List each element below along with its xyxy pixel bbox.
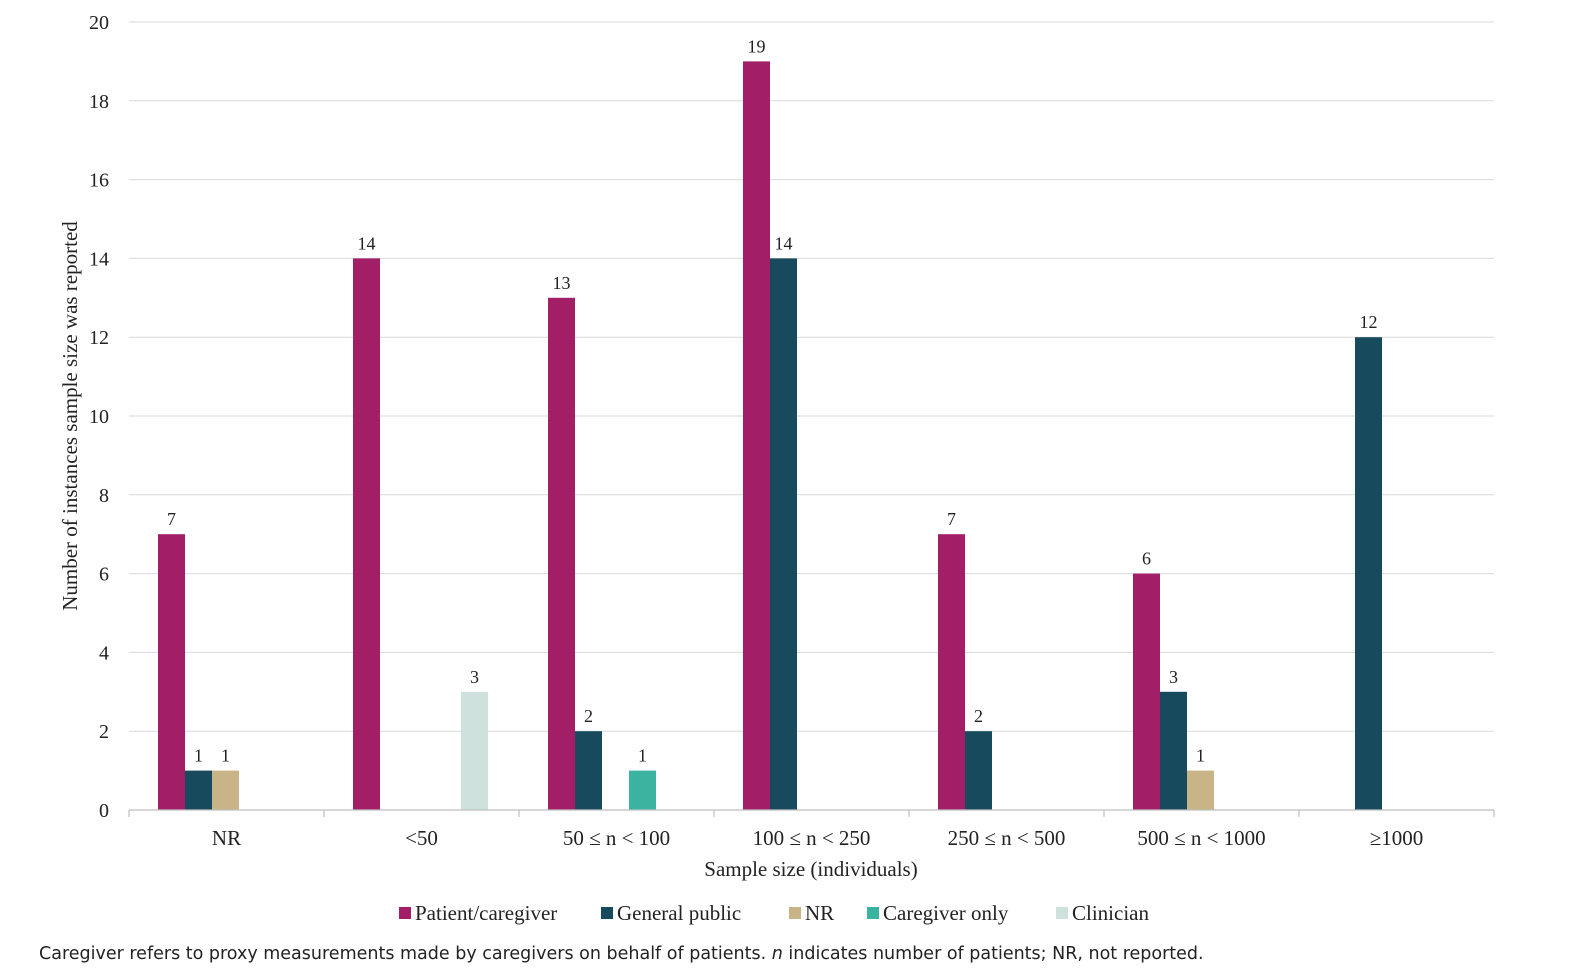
data-label: 3 xyxy=(1169,667,1178,687)
data-label: 13 xyxy=(553,273,571,293)
legend-swatch xyxy=(1056,907,1068,919)
y-tick-label: 18 xyxy=(89,91,109,113)
grid-lines xyxy=(129,21,1494,732)
y-axis-title: Number of instances sample size was repo… xyxy=(58,221,82,611)
x-tick-label: 100 ≤ n < 250 xyxy=(753,826,871,850)
legend-label: NR xyxy=(805,901,834,925)
y-tick-label: 14 xyxy=(89,248,109,270)
data-label: 1 xyxy=(194,746,203,766)
data-label: 12 xyxy=(1360,312,1378,332)
legend-label: Clinician xyxy=(1072,901,1149,925)
data-label: 1 xyxy=(638,746,647,766)
data-label: 14 xyxy=(775,233,793,253)
bar xyxy=(1160,691,1187,810)
bar xyxy=(1355,337,1382,810)
x-tick-label: ≥1000 xyxy=(1370,826,1424,850)
y-tick-label: 6 xyxy=(99,564,109,586)
legend-swatch xyxy=(867,907,879,919)
x-tick-label: 50 ≤ n < 100 xyxy=(563,826,670,850)
data-label: 19 xyxy=(748,36,766,56)
data-label: 6 xyxy=(1142,549,1151,569)
legend: Patient/caregiver General public NR Caregiv… xyxy=(399,901,1149,925)
data-label: 7 xyxy=(947,509,956,529)
x-axis-title: Sample size (individuals) xyxy=(704,857,917,881)
legend-label: Patient/caregiver xyxy=(415,901,557,925)
bar xyxy=(965,731,992,810)
y-tick-label: 16 xyxy=(89,170,109,192)
legend-swatch xyxy=(601,907,613,919)
legend-label: General public xyxy=(617,901,741,925)
y-tick-label: 2 xyxy=(99,721,109,743)
bar xyxy=(938,534,965,810)
y-tick-label: 12 xyxy=(89,327,109,349)
bar xyxy=(185,770,212,810)
bar xyxy=(629,770,656,810)
figure-caption: Caregiver refers to proxy measurements m… xyxy=(39,944,1204,964)
bar xyxy=(158,534,185,810)
bar xyxy=(548,297,575,810)
caption-italic-n: n xyxy=(771,944,783,964)
data-label: 1 xyxy=(221,746,230,766)
x-tick-label: 250 ≤ n < 500 xyxy=(948,826,1066,850)
y-tick-label: 4 xyxy=(99,642,109,664)
x-axis: NR <50 50 ≤ n < 100 100 ≤ n < 250 250 ≤ n < … xyxy=(128,809,1495,850)
data-label: 14 xyxy=(358,233,376,253)
bar xyxy=(770,258,797,810)
bar xyxy=(212,770,239,810)
data-label: 3 xyxy=(470,667,479,687)
y-tick-label: 0 xyxy=(99,800,109,822)
data-label: 2 xyxy=(974,706,983,726)
x-tick-label: NR xyxy=(212,826,241,850)
bars xyxy=(158,61,1382,810)
y-axis-ticks: 0 2 4 6 8 10 12 14 16 18 20 xyxy=(89,12,109,822)
bar xyxy=(743,61,770,810)
data-label: 2 xyxy=(584,706,593,726)
x-tick-label: 500 ≤ n < 1000 xyxy=(1137,826,1265,850)
legend-swatch xyxy=(399,907,411,919)
caption-text-1: Caregiver refers to proxy measurements m… xyxy=(39,944,772,964)
bar xyxy=(575,731,602,810)
x-tick-label: <50 xyxy=(405,826,438,850)
data-label: 1 xyxy=(1196,746,1205,766)
bar xyxy=(1187,770,1214,810)
caption-text-2: indicates number of patients; NR, not re… xyxy=(782,944,1204,964)
bar xyxy=(1133,573,1160,810)
data-label: 7 xyxy=(167,509,176,529)
y-tick-label: 8 xyxy=(99,485,109,507)
bar xyxy=(461,691,488,810)
y-tick-label: 20 xyxy=(89,12,109,34)
legend-label: Caregiver only xyxy=(883,901,1009,925)
y-tick-label: 10 xyxy=(89,406,109,428)
bar xyxy=(353,258,380,810)
legend-swatch xyxy=(789,907,801,919)
